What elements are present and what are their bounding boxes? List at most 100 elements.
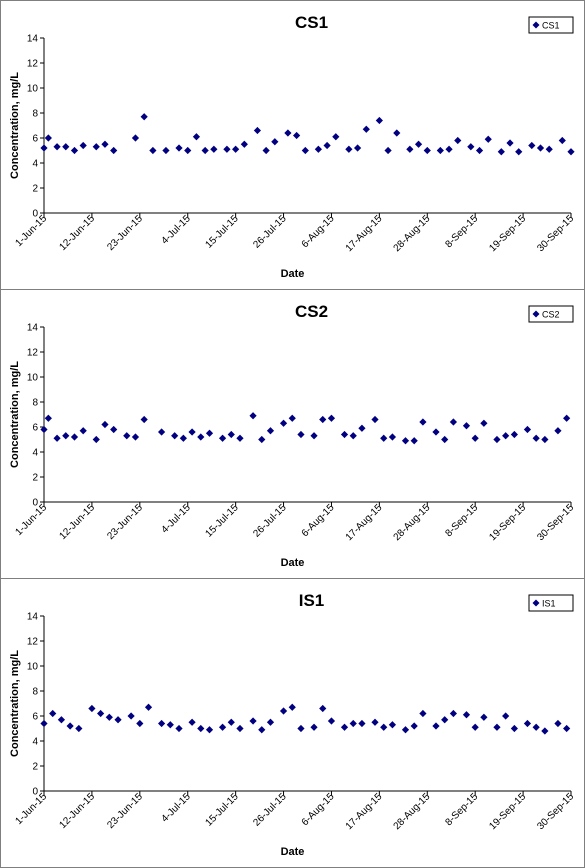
data-point	[375, 116, 383, 125]
data-point	[480, 713, 488, 721]
data-point	[462, 711, 471, 719]
data-point	[493, 723, 501, 731]
data-point	[541, 727, 549, 735]
y-tick-label: 2	[32, 184, 38, 195]
data-point	[127, 712, 135, 720]
data-point	[497, 148, 505, 156]
data-point	[144, 703, 153, 711]
data-point	[40, 144, 48, 152]
data-point	[358, 719, 366, 728]
data-point	[480, 419, 488, 427]
data-point	[554, 427, 562, 435]
x-tick-label: 4-Jul-15	[160, 502, 194, 536]
data-point	[532, 723, 540, 731]
data-point	[380, 434, 388, 442]
data-point	[523, 425, 532, 434]
data-point	[414, 140, 423, 148]
data-point	[205, 429, 214, 437]
y-axis-title: Concentration, mg/L	[9, 650, 21, 757]
data-point	[223, 145, 231, 153]
x-tick-label: 17-Aug-15	[344, 502, 385, 543]
x-tick-label: 15-Jul-15	[203, 502, 241, 540]
data-point	[236, 724, 244, 733]
data-point	[131, 134, 140, 142]
x-tick-label: 8-Sep-15	[443, 213, 480, 250]
legend-box	[528, 305, 574, 323]
data-point	[401, 437, 410, 445]
legend-marker-icon	[532, 21, 540, 29]
data-point	[467, 143, 475, 151]
data-point	[293, 131, 301, 140]
data-point	[563, 724, 571, 733]
data-point	[436, 146, 444, 155]
y-axis-title: Concentration, mg/L	[9, 361, 21, 468]
x-tick-label: 17-Aug-15	[344, 791, 385, 832]
data-point	[388, 433, 397, 441]
data-point	[279, 419, 288, 427]
data-point	[441, 716, 449, 724]
data-point	[249, 412, 257, 420]
y-tick-label: 12	[27, 59, 39, 70]
x-tick-label: 1-Jun-15	[13, 502, 49, 538]
data-point	[345, 145, 353, 153]
data-series	[40, 113, 575, 156]
data-point	[401, 726, 410, 734]
y-tick-label: 10	[27, 662, 39, 673]
data-point	[323, 141, 331, 150]
data-point	[79, 141, 87, 150]
data-point	[471, 723, 479, 731]
legend-marker-icon	[532, 310, 540, 318]
data-point	[319, 704, 327, 713]
data-point	[388, 721, 397, 729]
data-point	[462, 422, 471, 430]
data-point	[175, 724, 183, 733]
chart-svg: IS1 IS1 0 2 4 6 8 10 12 14 1-Jun-15 12-Jun-15 23-Jun…	[9, 591, 576, 858]
data-point	[40, 719, 48, 728]
data-point	[218, 434, 227, 442]
data-point	[327, 414, 336, 422]
data-point	[227, 430, 235, 439]
data-point	[432, 722, 440, 730]
data-point	[140, 415, 148, 424]
y-axis-title: Concentration, mg/L	[9, 72, 21, 179]
x-tick-label: 15-Jul-15	[203, 791, 241, 829]
data-point	[188, 718, 196, 726]
data-point	[410, 722, 418, 730]
data-point	[62, 143, 70, 151]
data-point	[171, 432, 179, 440]
data-point	[423, 146, 431, 155]
data-point	[510, 430, 518, 439]
data-point	[380, 723, 388, 731]
data-point	[218, 723, 227, 731]
data-point	[528, 141, 536, 150]
x-tick-label: 12-Jun-15	[57, 213, 97, 253]
data-point	[563, 414, 571, 422]
chart-panel-cs2: CS2 CS2 0 2 4 6 8 10 12 14 1-Jun-15 12-Jun-15 23-Jun…	[0, 289, 585, 579]
x-tick-label: 26-Jul-15	[251, 213, 289, 251]
data-point	[419, 709, 427, 718]
x-tick-label: 4-Jul-15	[160, 791, 194, 825]
y-tick-label: 4	[32, 448, 38, 459]
data-point	[297, 430, 305, 439]
x-tick-label: 6-Aug-15	[300, 213, 337, 250]
legend-marker-icon	[532, 599, 540, 607]
data-point	[310, 723, 318, 731]
x-tick-label: 19-Sep-15	[487, 213, 528, 254]
data-point	[536, 144, 545, 152]
x-tick-label: 30-Sep-15	[535, 502, 576, 543]
data-point	[266, 427, 275, 435]
x-tick-label: 17-Aug-15	[344, 213, 385, 254]
x-tick-label: 12-Jun-15	[57, 502, 97, 542]
data-point	[327, 717, 336, 725]
data-point	[558, 136, 566, 145]
y-tick-label: 14	[27, 323, 39, 334]
data-point	[236, 434, 244, 442]
x-tick-label: 8-Sep-15	[443, 502, 480, 539]
data-point	[88, 704, 96, 713]
x-tick-label: 4-Jul-15	[160, 213, 194, 247]
x-axis-title: Date	[281, 268, 305, 280]
data-point	[441, 435, 449, 444]
data-point	[49, 709, 57, 718]
x-tick-label: 8-Sep-15	[443, 791, 480, 828]
data-point	[432, 428, 440, 436]
